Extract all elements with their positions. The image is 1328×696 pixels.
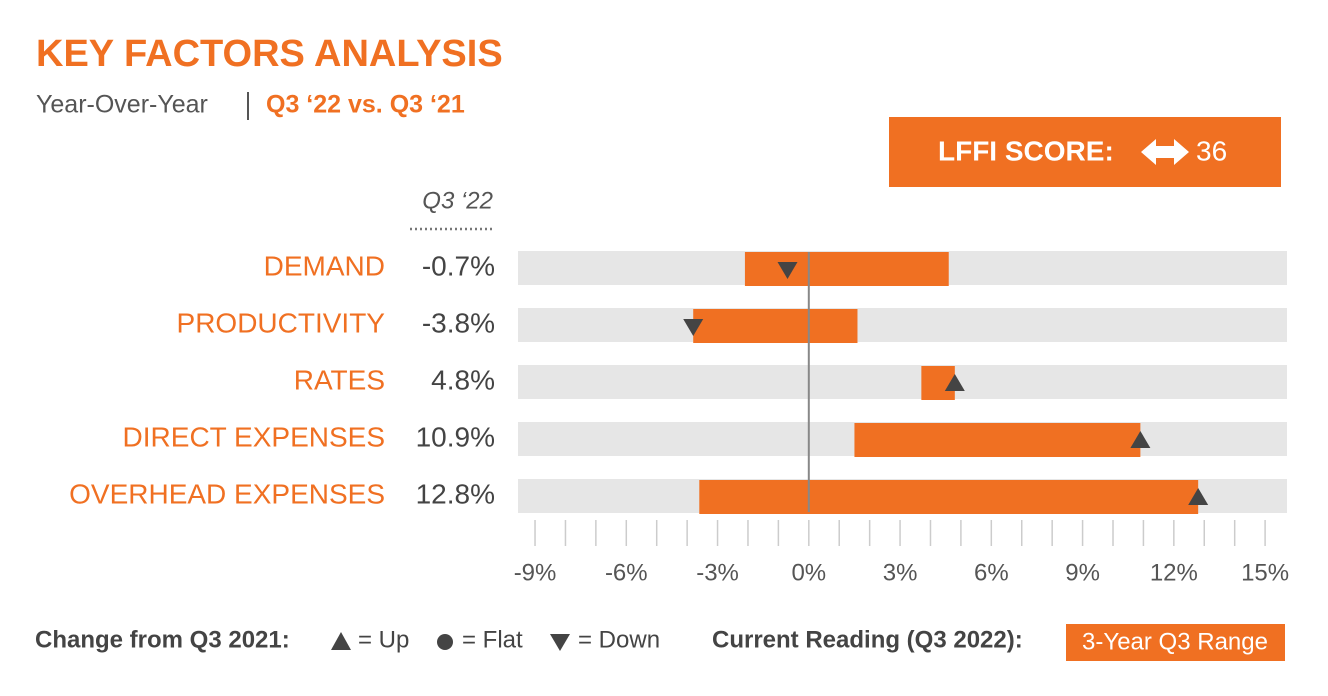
category-label: PRODUCTIVITY xyxy=(177,307,386,338)
category-label: RATES xyxy=(294,364,385,395)
subtitle-period: Q3 ‘22 vs. Q3 ‘21 xyxy=(266,91,465,119)
legend-flat-icon xyxy=(437,634,453,650)
current-marker xyxy=(944,374,965,391)
chart-title: KEY FACTORS ANALYSIS xyxy=(36,33,503,75)
category-label: DEMAND xyxy=(264,250,385,281)
value-label: 4.8% xyxy=(431,364,495,395)
x-tick-label: -9% xyxy=(514,559,557,586)
x-tick-label: 6% xyxy=(974,559,1009,586)
track xyxy=(518,365,1287,399)
x-tick-label: 0% xyxy=(791,559,826,586)
x-tick-label: 9% xyxy=(1065,559,1100,586)
legend-down: = Down xyxy=(578,626,660,653)
score-box xyxy=(889,117,1281,187)
legend-flat: = Flat xyxy=(462,626,523,653)
track xyxy=(518,308,1287,342)
legend-up-icon xyxy=(331,632,351,650)
current-marker xyxy=(777,262,798,279)
x-tick-label: -6% xyxy=(605,559,648,586)
category-label: OVERHEAD EXPENSES xyxy=(69,478,385,509)
x-tick-label: 3% xyxy=(883,559,918,586)
column-header: Q3 ‘22 xyxy=(422,187,493,214)
flat-arrow-icon xyxy=(1141,139,1189,165)
range-bar xyxy=(744,252,949,286)
value-label: -3.8% xyxy=(422,307,495,338)
x-tick-label: -3% xyxy=(696,559,739,586)
value-label: 10.9% xyxy=(416,421,495,452)
legend-swatch xyxy=(1066,624,1285,661)
score-label: LFFI SCORE: xyxy=(938,135,1114,166)
x-tick-label: 12% xyxy=(1150,559,1198,586)
range-bar xyxy=(693,309,858,343)
category-label: DIRECT EXPENSES xyxy=(123,421,385,452)
current-marker xyxy=(683,319,704,336)
subtitle: Year-Over-Year xyxy=(36,91,208,119)
legend-down-icon xyxy=(550,634,570,651)
range-bar xyxy=(921,366,955,400)
value-label: -0.7% xyxy=(422,250,495,281)
range-bar xyxy=(699,480,1199,514)
current-marker xyxy=(1188,488,1209,505)
value-label: 12.8% xyxy=(416,478,495,509)
current-marker xyxy=(1130,431,1151,448)
legend-change-title: Change from Q3 2021: xyxy=(35,626,290,653)
legend-current-title: Current Reading (Q3 2022): xyxy=(712,626,1023,653)
legend-up: = Up xyxy=(358,626,409,653)
x-tick-label: 15% xyxy=(1241,559,1289,586)
legend-series: 3-Year Q3 Range xyxy=(1082,628,1268,655)
range-bar xyxy=(854,423,1141,457)
score-value: 36 xyxy=(1196,135,1227,166)
